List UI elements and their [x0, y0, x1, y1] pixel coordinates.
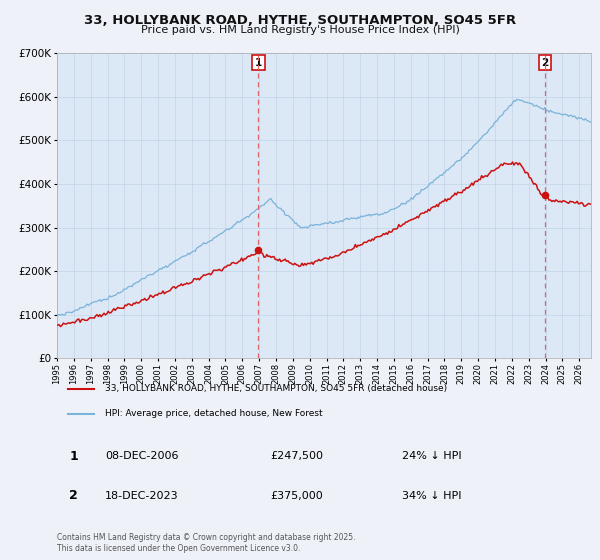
Text: 1: 1 — [69, 450, 78, 463]
Text: Contains HM Land Registry data © Crown copyright and database right 2025.
This d: Contains HM Land Registry data © Crown c… — [57, 533, 355, 553]
Text: 33, HOLLYBANK ROAD, HYTHE, SOUTHAMPTON, SO45 5FR (detached house): 33, HOLLYBANK ROAD, HYTHE, SOUTHAMPTON, … — [105, 384, 447, 393]
Text: 18-DEC-2023: 18-DEC-2023 — [105, 491, 179, 501]
Text: 2: 2 — [541, 58, 548, 68]
Text: £247,500: £247,500 — [270, 451, 323, 461]
Text: Price paid vs. HM Land Registry's House Price Index (HPI): Price paid vs. HM Land Registry's House … — [140, 25, 460, 35]
Text: HPI: Average price, detached house, New Forest: HPI: Average price, detached house, New … — [105, 409, 323, 418]
Text: 1: 1 — [255, 58, 262, 68]
Text: 2: 2 — [69, 489, 78, 502]
Text: 24% ↓ HPI: 24% ↓ HPI — [402, 451, 461, 461]
Text: 33, HOLLYBANK ROAD, HYTHE, SOUTHAMPTON, SO45 5FR: 33, HOLLYBANK ROAD, HYTHE, SOUTHAMPTON, … — [84, 14, 516, 27]
Text: 34% ↓ HPI: 34% ↓ HPI — [402, 491, 461, 501]
Text: £375,000: £375,000 — [270, 491, 323, 501]
Text: 08-DEC-2006: 08-DEC-2006 — [105, 451, 179, 461]
